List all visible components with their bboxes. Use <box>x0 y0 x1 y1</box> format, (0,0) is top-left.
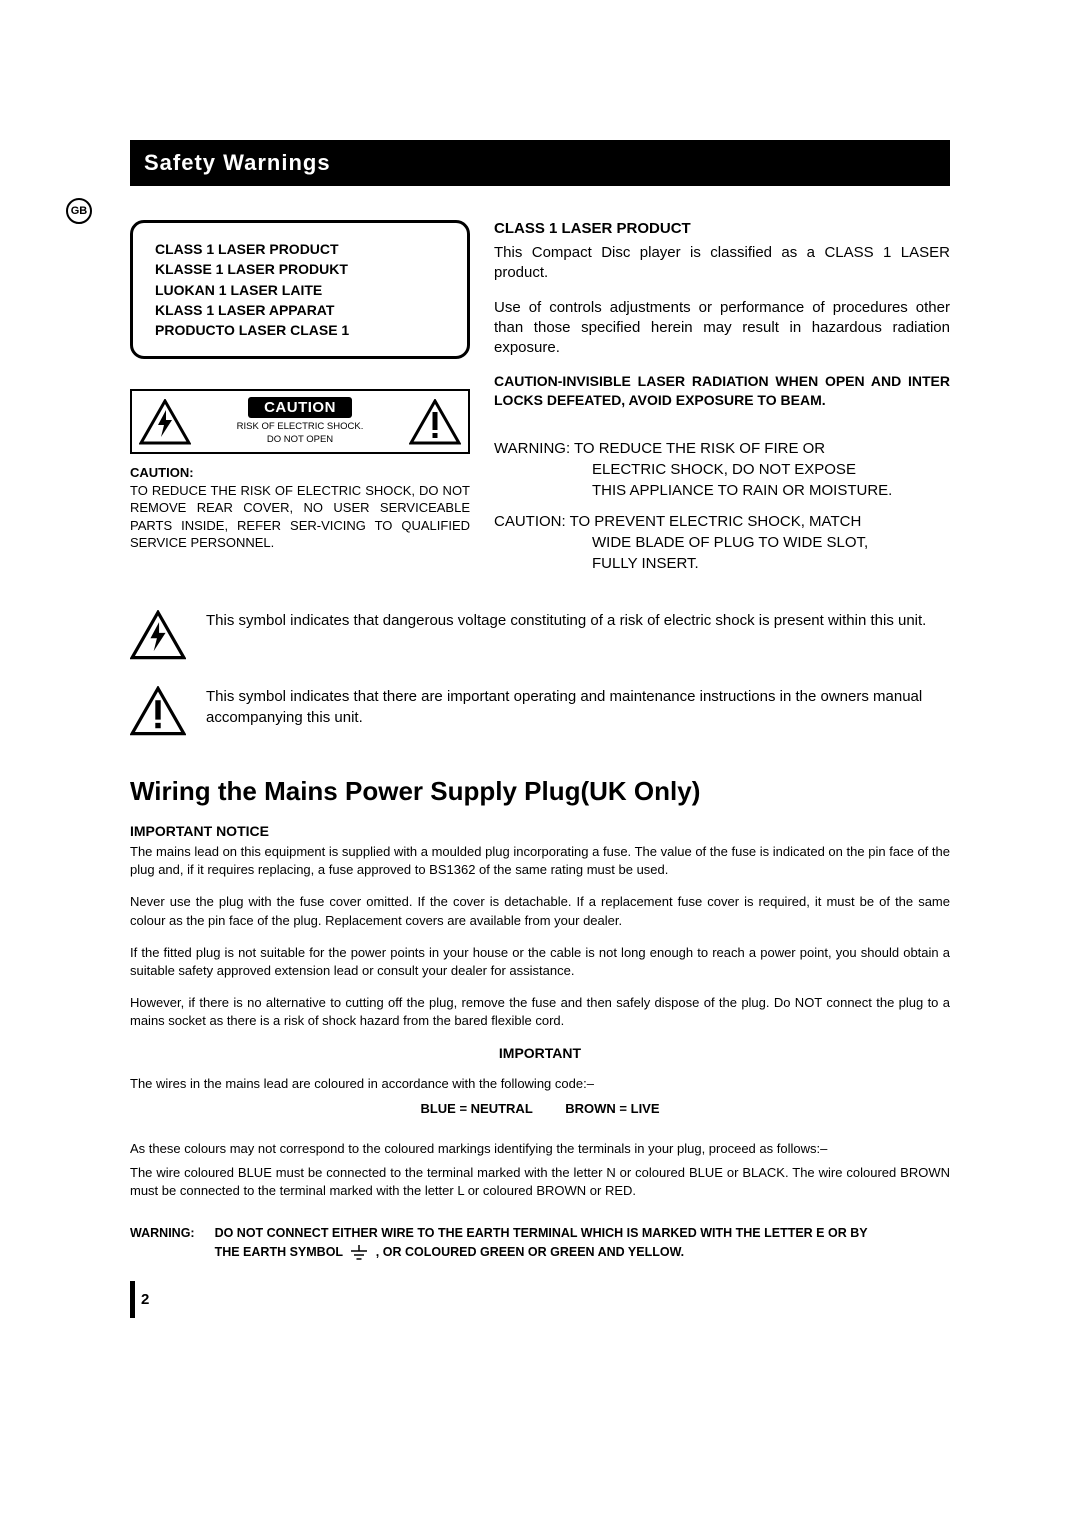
class1-title: CLASS 1 LASER PRODUCT <box>494 220 950 237</box>
earth-symbol-icon <box>350 1245 368 1261</box>
wiring-p7: The wire coloured BLUE must be connected… <box>130 1164 950 1200</box>
important-label: IMPORTANT <box>130 1045 950 1061</box>
wiring-p5: The wires in the mains lead are coloured… <box>130 1075 950 1093</box>
risk-text: RISK OF ELECTRIC SHOCK. <box>200 421 400 433</box>
laser-label-line: KLASS 1 LASER APPARAT <box>155 300 445 320</box>
wiring-p3: If the fitted plug is not suitable for t… <box>130 944 950 980</box>
symbol-excl-row: This symbol indicates that there are imp… <box>130 686 950 736</box>
language-badge: GB <box>66 198 92 224</box>
wiring-heading: Wiring the Mains Power Supply Plug(UK On… <box>130 776 950 807</box>
laser-label-line: PRODUCTO LASER CLASE 1 <box>155 320 445 340</box>
page-number: 2 <box>130 1281 150 1318</box>
caution-invisible-laser: CAUTION-INVISIBLE LASER RADIATION WHEN O… <box>494 372 950 410</box>
class1-p1: This Compact Disc player is classified a… <box>494 243 950 284</box>
exclamation-triangle-icon <box>130 686 186 736</box>
final-warning-line2: THE EARTH SYMBOL , OR COLOURED GREEN OR … <box>215 1243 950 1262</box>
wiring-p1: The mains lead on this equipment is supp… <box>130 843 950 879</box>
final-warning-label: WARNING: <box>130 1224 195 1262</box>
caution-title: CAUTION <box>248 397 352 418</box>
caution-paragraph: CAUTION: TO REDUCE THE RISK OF ELECTRIC … <box>130 464 470 552</box>
section-header: Safety Warnings <box>130 140 950 186</box>
laser-label-line: KLASSE 1 LASER PRODUKT <box>155 259 445 279</box>
caution-label: CAUTION: <box>130 464 470 482</box>
warning-fire: WARNING: TO REDUCE THE RISK OF FIRE OR E… <box>494 438 950 501</box>
class1-p2: Use of controls adjustments or performan… <box>494 298 950 359</box>
warn-line: ELECTRIC SHOCK, DO NOT EXPOSE <box>494 459 950 480</box>
wiring-p4: However, if there is no alternative to c… <box>130 994 950 1030</box>
caution-sign: CAUTION RISK OF ELECTRIC SHOCK. DO NOT O… <box>130 389 470 454</box>
page-content: Safety Warnings GB CLASS 1 LASER PRODUCT… <box>130 140 950 1262</box>
bolt-triangle-icon <box>132 393 198 451</box>
laser-label-line: CLASS 1 LASER PRODUCT <box>155 239 445 259</box>
important-notice-label: IMPORTANT NOTICE <box>130 823 950 839</box>
final-warning-body: DO NOT CONNECT EITHER WIRE TO THE EARTH … <box>215 1224 950 1262</box>
right-column: CLASS 1 LASER PRODUCT This Compact Disc … <box>494 220 950 584</box>
color-code: BLUE = NEUTRAL BROWN = LIVE <box>130 1101 950 1116</box>
bolt-description: This symbol indicates that dangerous vol… <box>206 610 950 631</box>
top-row: CLASS 1 LASER PRODUCT KLASSE 1 LASER PRO… <box>130 220 950 584</box>
caution-sign-text: CAUTION RISK OF ELECTRIC SHOCK. DO NOT O… <box>198 391 402 452</box>
warn-line: FULLY INSERT. <box>494 553 950 574</box>
wiring-p2: Never use the plug with the fuse cover o… <box>130 893 950 929</box>
laser-product-label: CLASS 1 LASER PRODUCT KLASSE 1 LASER PRO… <box>130 220 470 359</box>
laser-label-line: LUOKAN 1 LASER LAITE <box>155 280 445 300</box>
left-column: CLASS 1 LASER PRODUCT KLASSE 1 LASER PRO… <box>130 220 470 584</box>
wiring-p6: As these colours may not correspond to t… <box>130 1140 950 1158</box>
bolt-triangle-icon <box>130 610 186 660</box>
final-warning-line1: DO NOT CONNECT EITHER WIRE TO THE EARTH … <box>215 1224 950 1243</box>
caution-plug: CAUTION: TO PREVENT ELECTRIC SHOCK, MATC… <box>494 511 950 574</box>
caution-text: TO REDUCE THE RISK OF ELECTRIC SHOCK, DO… <box>130 483 470 551</box>
excl-description: This symbol indicates that there are imp… <box>206 686 950 728</box>
warn-line: THIS APPLIANCE TO RAIN OR MOISTURE. <box>494 480 950 501</box>
exclamation-triangle-icon <box>402 393 468 451</box>
warn-line: CAUTION: TO PREVENT ELECTRIC SHOCK, MATC… <box>494 511 950 532</box>
final2a: THE EARTH SYMBOL <box>215 1245 343 1259</box>
symbol-bolt-row: This symbol indicates that dangerous vol… <box>130 610 950 660</box>
risk-text: DO NOT OPEN <box>200 434 400 446</box>
warn-line: WIDE BLADE OF PLUG TO WIDE SLOT, <box>494 532 950 553</box>
final-warning: WARNING: DO NOT CONNECT EITHER WIRE TO T… <box>130 1224 950 1262</box>
final2b: , OR COLOURED GREEN OR GREEN AND YELLOW. <box>376 1245 684 1259</box>
warn-line: WARNING: TO REDUCE THE RISK OF FIRE OR <box>494 438 950 459</box>
